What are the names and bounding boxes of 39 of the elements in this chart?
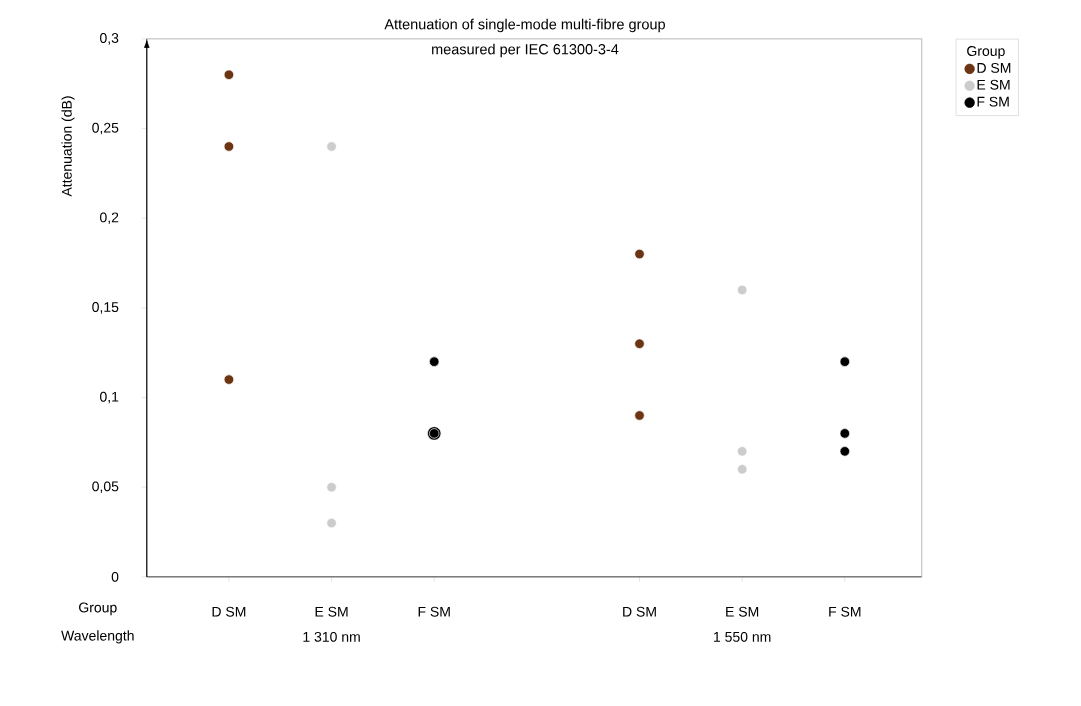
y-tick-label: 0,15 (92, 302, 119, 314)
y-tick-label: 0,05 (92, 481, 119, 493)
y-tick-label: 0,2 (100, 212, 119, 224)
point (429, 356, 440, 367)
point (223, 374, 235, 385)
text: Group (79, 602, 117, 616)
point (223, 69, 235, 80)
point (737, 446, 748, 457)
text: Wavelength (61, 630, 134, 644)
x-tick-label: E SM (315, 606, 348, 617)
y-tick-label: 0,3 (100, 33, 119, 45)
x-tick-label: D SM (212, 606, 246, 617)
x-tick-label: E SM (726, 606, 759, 617)
y-tick-label: 0,25 (92, 122, 119, 135)
point (839, 356, 850, 367)
y-tick-label: 0 (111, 571, 119, 582)
legend-label: E SM (977, 79, 1010, 90)
point (634, 338, 645, 349)
point (326, 517, 337, 529)
legend-title: Group (967, 46, 1005, 59)
y-axis-title: Attenuation (dB) (61, 96, 75, 197)
point (634, 410, 645, 421)
point (737, 284, 748, 296)
text: 1 310 nm (303, 631, 360, 642)
x-tick-label: F SM (829, 606, 861, 617)
x-tick-label: F SM (418, 606, 450, 617)
x-tick-label: D SM (623, 606, 656, 617)
chart-title: Attenuation of single-mode multi-fibre group measured per IEC 61300-3-4 (384, 18, 665, 58)
point (634, 248, 645, 260)
legend-label: F SM (977, 96, 1009, 107)
point (839, 428, 850, 439)
y-tick-label: 0,1 (100, 391, 119, 404)
text: 1 550 nm (714, 631, 771, 642)
point (223, 141, 235, 152)
point (326, 141, 337, 152)
point (326, 482, 337, 493)
point (737, 464, 748, 475)
legend-label: D SM (977, 62, 1011, 73)
point (839, 446, 850, 457)
